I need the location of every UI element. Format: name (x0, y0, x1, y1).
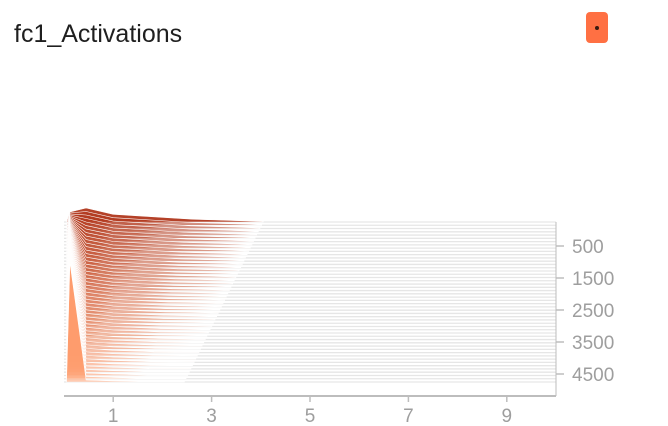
card-menu-button[interactable] (586, 12, 608, 43)
histograms-layer (66, 207, 264, 383)
chart-title: fc1_Activations (14, 20, 183, 48)
histogram-area (66, 215, 258, 236)
x-tick-label: 5 (305, 406, 316, 426)
dot-menu-icon (595, 25, 599, 30)
histogram-area (66, 218, 253, 246)
y-ticks: 500 1500 2500 3500 4500 (556, 237, 614, 386)
y-tick-label: 1500 (572, 269, 614, 290)
y-tick-label: 500 (572, 237, 604, 258)
histogram-area (66, 217, 254, 242)
x-tick-label: 1 (108, 406, 119, 426)
y-tick-label: 2500 (572, 301, 614, 322)
x-ticks: 1 3 5 7 9 (108, 396, 512, 426)
y-tick-label: 3500 (572, 333, 614, 354)
histogram-area (66, 261, 185, 383)
x-tick-label: 3 (206, 406, 217, 426)
x-tick-label: 9 (502, 406, 513, 426)
histogram-area (66, 216, 256, 239)
x-tick-label: 7 (403, 406, 414, 426)
histogram-area (66, 214, 259, 233)
y-tick-label: 4500 (572, 365, 614, 386)
